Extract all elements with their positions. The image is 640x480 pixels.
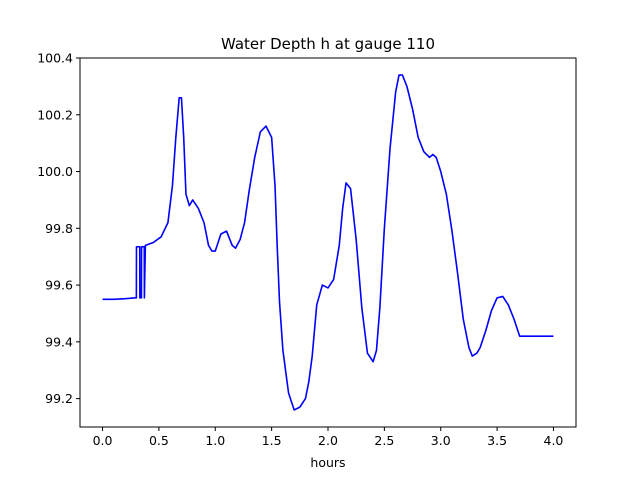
x-tick-label: 2.5: [374, 433, 394, 448]
y-axis-ticks: 99.2 99.4 99.6 99.8 100.0 100.2 100.4: [37, 51, 80, 406]
x-tick-label: 2.0: [318, 433, 338, 448]
x-tick-label: 0.0: [93, 433, 113, 448]
x-tick-label: 1.5: [262, 433, 282, 448]
x-tick-label: 3.5: [487, 433, 507, 448]
series-line-0: [102, 74, 554, 411]
y-tick-label: 100.4: [37, 51, 73, 66]
chart-title: Water Depth h at gauge 110: [221, 35, 435, 53]
x-tick-label: 4.0: [544, 433, 564, 448]
x-tick-label: 0.5: [149, 433, 169, 448]
y-tick-label: 100.2: [37, 107, 73, 122]
plot-area: [102, 74, 554, 411]
x-tick-label: 3.0: [431, 433, 451, 448]
x-axis-label: hours: [310, 455, 345, 470]
x-axis-ticks: 0.0 0.5 1.0 1.5 2.0 2.5 3.0 3.5 4.0: [93, 427, 564, 448]
y-tick-label: 99.6: [45, 278, 73, 293]
y-tick-label: 99.2: [45, 391, 73, 406]
y-tick-label: 99.8: [45, 221, 73, 236]
x-tick-label: 1.0: [205, 433, 225, 448]
y-tick-label: 99.4: [45, 334, 73, 349]
y-tick-label: 100.0: [37, 164, 73, 179]
